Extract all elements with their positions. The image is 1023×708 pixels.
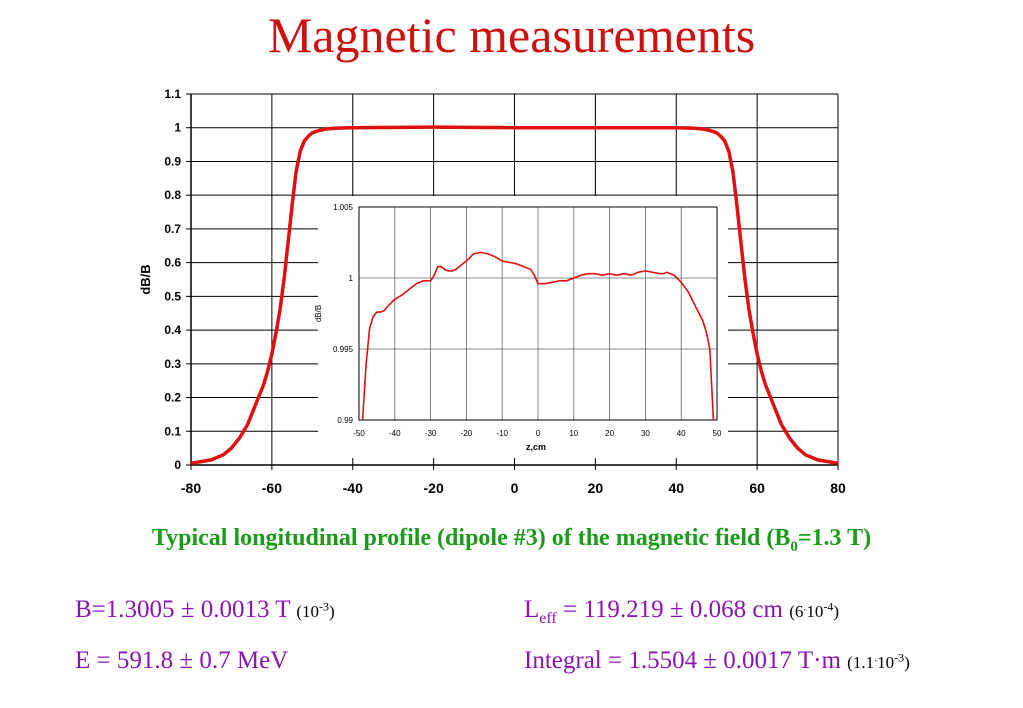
result-b-field: B=1.3005 ± 0.0013 T (10-3) xyxy=(75,596,335,624)
leff-rel-dot: . xyxy=(803,599,807,614)
main-ytick-label-8: 0.8 xyxy=(164,188,181,202)
inset-xtick-label-6: 10 xyxy=(569,429,578,438)
inset-ytick-label-2: 1 xyxy=(349,274,354,283)
inset-series-line xyxy=(361,251,715,421)
main-ytick-label-9: 0.9 xyxy=(164,154,181,168)
page-title: Magnetic measurements xyxy=(267,7,756,63)
inset-ytick-label-3: 1.005 xyxy=(333,203,354,212)
b-rel-close: ) xyxy=(329,602,335,621)
leff-symbol: L xyxy=(524,596,540,623)
integral-unit: m xyxy=(821,647,841,674)
main-ytick-label-4: 0.4 xyxy=(164,323,181,337)
inset-tick-labels: 0.99 0.995 1 1.005 -50 -40 -30 -20 -10 0 10 20 30 40 5… xyxy=(333,203,722,438)
main-xtick-label-6: 40 xyxy=(668,480,684,496)
inset-background xyxy=(318,196,728,458)
inset-xtick-label-1: -40 xyxy=(389,429,401,438)
int-rel-exp: -3 xyxy=(894,650,905,665)
integral-relative: (1.1.10-3) xyxy=(847,650,910,672)
main-ytick-label-7: 0.7 xyxy=(164,222,181,236)
main-ytick-label-10: 1 xyxy=(174,121,181,135)
int-rel-mid: 10 xyxy=(877,653,895,672)
leff-value: = 119.219 ± 0.068 cm xyxy=(556,596,783,623)
main-y-axis-label: dB/B xyxy=(138,264,153,294)
inset-xtick-label-9: 40 xyxy=(677,429,686,438)
energy-value: E = 591.8 ± 0.7 MeV xyxy=(75,647,289,674)
inset-xtick-label-10: 50 xyxy=(713,429,722,438)
inset-y-axis-label: dB/B xyxy=(314,305,323,322)
inset-xtick-label-7: 20 xyxy=(605,429,614,438)
integral-value: Integral = 1.5504 ± 0.0017 T xyxy=(524,647,814,674)
result-leff: Leff = 119.219 ± 0.068 cm (6.10-4) xyxy=(524,596,839,628)
main-xtick-label-2: -40 xyxy=(343,480,363,496)
main-xtick-label-8: 80 xyxy=(830,480,846,496)
inset-xtick-label-3: -20 xyxy=(461,429,473,438)
main-xtick-label-3: -20 xyxy=(424,480,444,496)
result-integral: Integral = 1.5504 ± 0.0017 T·m (1.1.10-3… xyxy=(524,647,910,675)
int-rel-open: (1.1 xyxy=(847,653,875,672)
inset-frame xyxy=(358,206,718,421)
main-ytick-label-6: 0.6 xyxy=(164,256,181,270)
leff-relative: (6.10-4) xyxy=(789,599,840,621)
integral-dot: · xyxy=(813,647,822,674)
main-ytick-label-1: 0.1 xyxy=(164,424,181,438)
inset-xtick-label-0: -50 xyxy=(353,429,365,438)
leff-subscript: eff xyxy=(539,610,557,627)
main-ytick-label-0: 0 xyxy=(174,458,181,472)
inset-ytick-label-0: 0.99 xyxy=(337,416,353,425)
caption-tail: =1.3 T) xyxy=(797,525,872,551)
main-xtick-label-0: -80 xyxy=(181,480,201,496)
main-ytick-label-5: 0.5 xyxy=(164,289,181,303)
caption-subscript: 0 xyxy=(790,538,798,555)
result-energy: E = 591.8 ± 0.7 MeV xyxy=(75,647,288,675)
b-rel-open: (10 xyxy=(296,602,320,621)
main-ytick-label-2: 0.2 xyxy=(164,391,181,405)
inset-grid xyxy=(358,206,718,421)
inset-xtick-label-2: -30 xyxy=(425,429,437,438)
leff-rel-exp: -4 xyxy=(823,599,834,614)
b-rel-exp: -3 xyxy=(319,599,330,614)
inset-xtick-label-4: -10 xyxy=(496,429,508,438)
main-tick-labels: 0 0.1 0.2 0.3 0.4 0.5 0.6 0.7 0.8 0.9 1 1.1 -80 -60 -4… xyxy=(164,87,846,496)
leff-rel-close: ) xyxy=(833,602,840,621)
inset-xtick-label-5: 0 xyxy=(536,429,541,438)
int-rel-dot: . xyxy=(874,650,878,665)
main-xtick-label-7: 60 xyxy=(749,480,765,496)
main-xtick-label-5: 20 xyxy=(588,480,604,496)
leff-rel-mid: 10 xyxy=(806,602,824,621)
caption-text: Typical longitudinal profile (dipole #3)… xyxy=(151,525,791,551)
main-ticks xyxy=(186,93,839,470)
leff-rel-open: (6 xyxy=(789,602,804,621)
main-series-line xyxy=(190,125,839,466)
main-xtick-label-1: -60 xyxy=(262,480,282,496)
inset-xtick-label-8: 30 xyxy=(641,429,650,438)
inset-x-axis-label: z,cm xyxy=(526,442,546,452)
inset-ytick-label-1: 0.995 xyxy=(333,345,354,354)
main-ytick-label-11: 1.1 xyxy=(164,87,181,101)
b-field-relative: (10-3) xyxy=(296,599,335,621)
main-ytick-label-3: 0.3 xyxy=(164,357,181,371)
figure-caption: Typical longitudinal profile (dipole #3)… xyxy=(0,525,1023,556)
main-xtick-label-4: 0 xyxy=(511,480,519,496)
b-field-value: B=1.3005 ± 0.0013 T xyxy=(75,596,291,623)
int-rel-close: ) xyxy=(904,653,910,672)
